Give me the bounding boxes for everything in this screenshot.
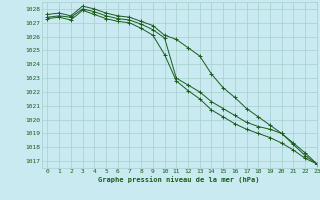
- X-axis label: Graphe pression niveau de la mer (hPa): Graphe pression niveau de la mer (hPa): [99, 176, 260, 183]
